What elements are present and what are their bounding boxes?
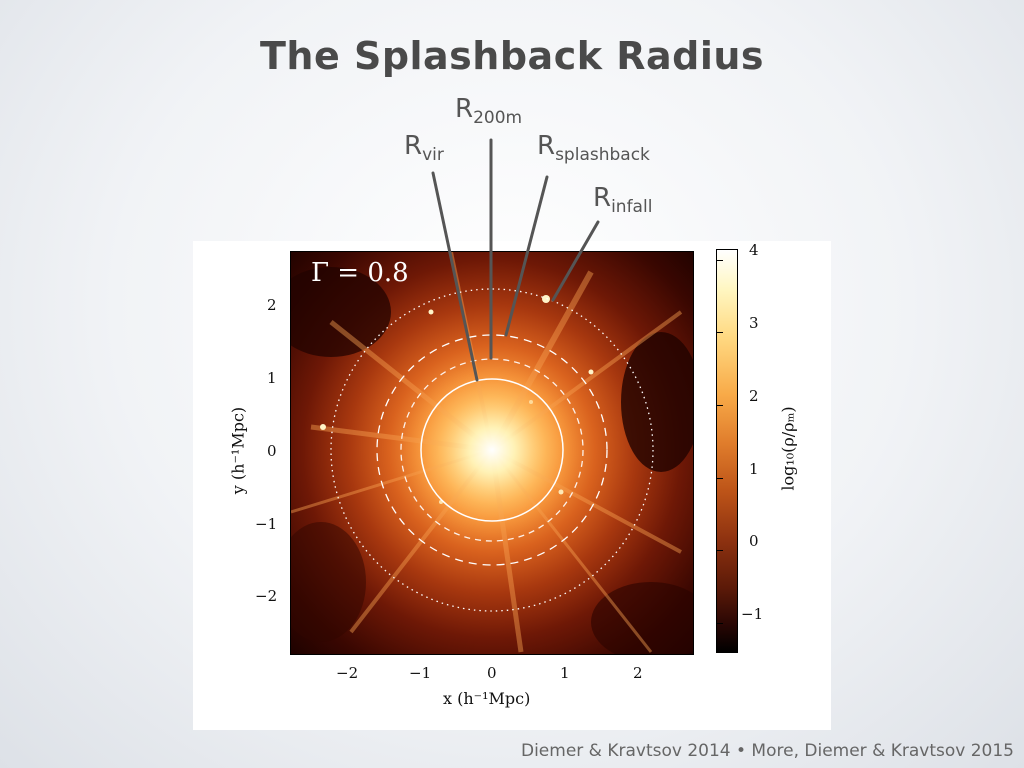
colorbar-tick: 0 <box>749 532 759 550</box>
density-map: Γ = 0.8 <box>290 251 694 655</box>
y-tick: −1 <box>255 515 278 533</box>
rsplashback-circle <box>376 334 608 566</box>
y-tick: 0 <box>267 442 277 460</box>
colorbar-tick: 4 <box>749 241 759 259</box>
rvir-label: Rvir <box>404 131 444 165</box>
colorbar <box>716 249 738 653</box>
figure-panel: Γ = 0.8 2 1 0 −1 −2 −2 −1 0 1 2 x (h⁻¹Mp… <box>193 241 831 730</box>
rvir-circle <box>420 378 564 522</box>
rvir-leader <box>431 171 479 382</box>
colorbar-tick: −1 <box>741 605 764 623</box>
x-tick: −2 <box>336 664 359 682</box>
colorbar-tick: 1 <box>749 460 759 478</box>
rinfall-label: Rinfall <box>593 183 653 217</box>
rinfall-leader <box>551 220 600 302</box>
gamma-annotation: Γ = 0.8 <box>311 258 409 288</box>
y-tick: −2 <box>255 587 278 605</box>
y-tick: 1 <box>267 369 277 387</box>
rsplashback-leader <box>504 175 549 337</box>
x-tick: −1 <box>409 664 432 682</box>
r200m-circle <box>400 358 584 542</box>
y-tick: 2 <box>267 296 277 314</box>
citation-footer: Diemer & Kravtsov 2014 • More, Diemer & … <box>520 741 1014 761</box>
colorbar-tick: 3 <box>749 314 759 332</box>
rsplashback-label: Rsplashback <box>537 131 650 165</box>
rinfall-circle <box>330 288 654 612</box>
x-axis-label: x (h⁻¹Mpc) <box>443 689 531 708</box>
x-tick: 0 <box>487 664 497 682</box>
slide-title: The Splashback Radius <box>259 34 765 78</box>
x-tick: 2 <box>633 664 643 682</box>
colorbar-tick: 2 <box>749 387 759 405</box>
x-tick: 1 <box>560 664 570 682</box>
r200m-label: R200m <box>455 94 523 128</box>
